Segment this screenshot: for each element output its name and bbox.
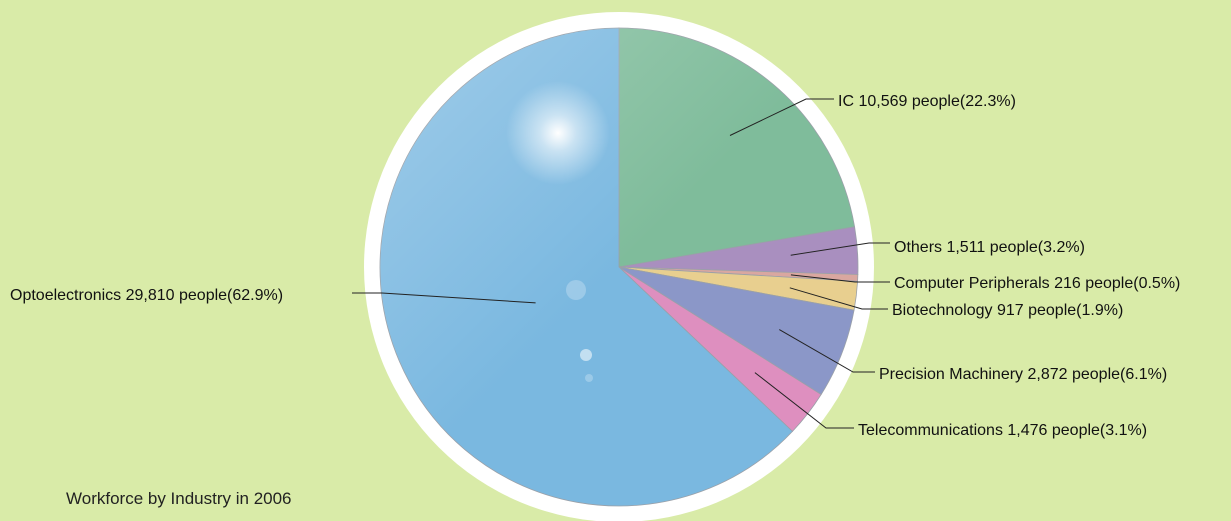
slice-label-precision-machinery: Precision Machinery 2,872 people(6.1%) bbox=[879, 366, 1167, 383]
leader-line-telecommunications bbox=[754, 372, 854, 429]
leader-line-optoelectronics bbox=[352, 292, 536, 304]
slice-label-optoelectronics: Optoelectronics 29,810 people(62.9%) bbox=[10, 287, 283, 304]
slice-label-others: Others 1,511 people(3.2%) bbox=[894, 239, 1085, 256]
leader-line-ic bbox=[729, 98, 834, 136]
leader-line-precision-machinery bbox=[779, 329, 875, 373]
leader-lines bbox=[352, 98, 890, 429]
pie-gloss bbox=[380, 28, 858, 506]
glare-dot bbox=[566, 280, 586, 300]
glare-highlight bbox=[506, 81, 610, 185]
leader-line-others bbox=[790, 242, 890, 256]
glare-dot bbox=[580, 349, 592, 361]
chart-caption: Workforce by Industry in 2006 bbox=[66, 489, 292, 508]
glare-dot bbox=[585, 374, 593, 382]
slice-label-biotechnology: Biotechnology 917 people(1.9%) bbox=[892, 302, 1123, 319]
leader-line-biotechnology bbox=[789, 287, 888, 310]
slice-label-computer-peripherals: Computer Peripherals 216 people(0.5%) bbox=[894, 275, 1180, 292]
leader-line-computer-peripherals bbox=[790, 274, 890, 283]
slice-label-telecommunications: Telecommunications 1,476 people(3.1%) bbox=[858, 422, 1147, 439]
slice-label-ic: IC 10,569 people(22.3%) bbox=[838, 93, 1016, 110]
gloss-sheen bbox=[380, 28, 858, 506]
slice-labels: IC 10,569 people(22.3%) Others 1,511 peop… bbox=[10, 93, 1180, 439]
